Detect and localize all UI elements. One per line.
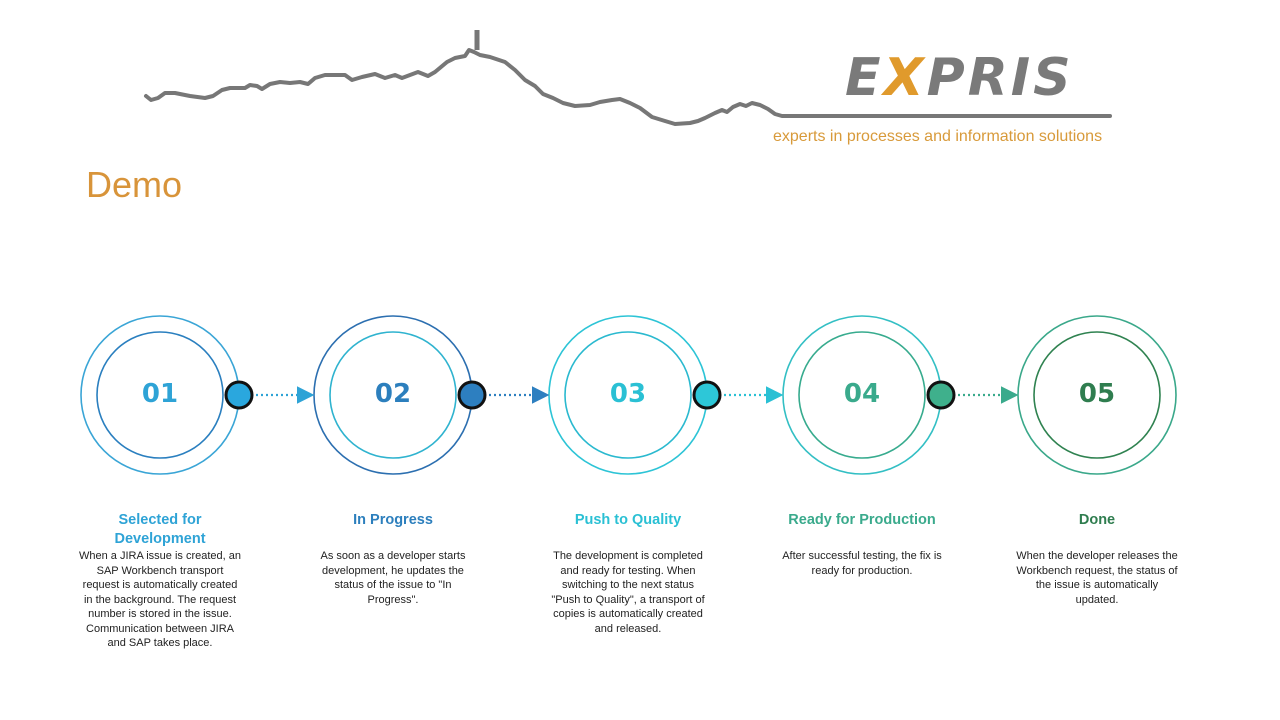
mountain-skyline-graphic — [144, 30, 1112, 126]
step-description: When a JIRA issue is created, an SAP Work… — [78, 550, 242, 649]
logo-letters-pris: PRIS — [926, 48, 1074, 108]
page-title: Demo — [86, 164, 183, 205]
connector-dot — [224, 380, 254, 410]
step-number: 02 — [374, 379, 412, 409]
connector-dot — [457, 380, 487, 410]
step-number: 03 — [609, 379, 647, 409]
step-inner-ring — [564, 331, 692, 459]
step-description: After successful testing, the fix is read… — [782, 550, 942, 577]
connector-dot — [692, 380, 722, 410]
step-inner-ring — [1033, 331, 1161, 459]
step-inner-ring — [96, 331, 224, 459]
step-title: Push to Quality — [574, 512, 682, 528]
expris-logo: EXPRIS — [845, 52, 1074, 104]
step-title: Ready for Production — [788, 512, 936, 528]
logo-letter-e: E — [845, 48, 884, 108]
connector-dot — [926, 380, 956, 410]
step-title: Done — [1078, 512, 1116, 528]
step-title: Selected for Development — [114, 512, 206, 547]
step-description: When the developer releases the Workbench… — [1016, 550, 1178, 606]
step-title: In Progress — [353, 512, 433, 528]
step-number: 01 — [141, 379, 179, 409]
step-number: 04 — [843, 379, 881, 409]
mountain-skyline-line — [144, 48, 1112, 126]
step-description: As soon as a developer starts development… — [320, 550, 466, 606]
logo-tagline: experts in processes and information sol… — [773, 128, 1103, 145]
step-number: 05 — [1078, 379, 1116, 409]
step-inner-ring — [329, 331, 457, 459]
step-description: The development is completed and ready fo… — [551, 550, 705, 635]
logo-letter-x: X — [883, 48, 927, 108]
step-inner-ring — [798, 331, 926, 459]
